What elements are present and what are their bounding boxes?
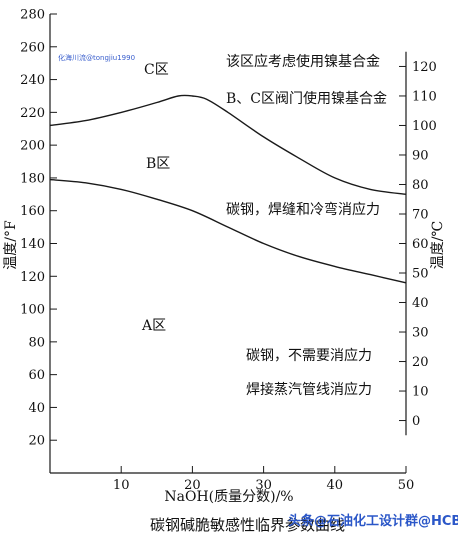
y-left-tick-label: 160 [20,204,45,219]
x-tick-label: 50 [398,478,415,493]
series-layer [49,94,407,284]
y-left-tick-label: 220 [20,106,45,121]
watermark-bottom-right: 头条@石油化工设计群@HCBBS [288,513,458,529]
upper-boundary-curve [49,94,407,195]
y-left-tick-label: 200 [20,139,45,154]
x-tick-label: 40 [327,478,344,493]
y-right-tick-label: 40 [412,296,429,311]
annotation-region-c-note: 该区应考虑使用镍基合金 [226,53,380,70]
lower-boundary-curve [49,178,407,284]
y-left-tick-label: 180 [20,171,45,186]
y-right-tick-label: 70 [412,207,429,222]
y-right-tick-label: 60 [412,237,429,252]
y-left-tick-label: 20 [28,434,45,449]
y-axis-right-title: 温度/℃ [430,221,446,269]
y-right-tick-label: 120 [412,60,437,75]
y-left-tick-label: 280 [20,8,45,23]
y-left-tick-label: 260 [20,40,45,55]
annotation-region-b: B区 [146,156,170,172]
y-left-tick-label: 80 [28,335,45,350]
y-left-tick-label: 40 [28,401,45,416]
x-axis-title: NaOH(质量分数)/% [164,489,293,505]
y-right-tick-label: 100 [412,119,437,134]
x-tick-label: 20 [184,478,201,493]
annotation-region-a-note1: 碳钢，不需要消应力 [246,347,372,364]
y-right-tick-label: 0 [412,414,420,429]
y-left-tick-label: 60 [28,368,45,383]
y-left-tick-label: 140 [20,237,45,252]
y-left-tick-label: 100 [20,303,45,318]
y-right-tick-label: 30 [412,326,429,341]
annotation-region-c: C区 [144,62,169,78]
y-right-tick-label: 80 [412,178,429,193]
y-left-tick-label: 240 [20,73,45,88]
watermark-top-left: 化海川流@tongjiu1990 [58,53,135,62]
y-axis-left-title: 温度/°F [3,220,19,270]
annotation-region-b-note: 碳钢，焊缝和冷弯消应力 [226,201,380,218]
x-tick-label: 10 [113,478,130,493]
y-left-tick-label: 120 [20,270,45,285]
chart-title: 碳钢碱脆敏感性临界参数曲线 [150,516,345,534]
y-right-tick-label: 90 [412,148,429,163]
x-tick-label: 30 [255,478,272,493]
annotation-region-bc-note: B、C区阀门使用镍基合金 [226,90,387,107]
y-right-tick-label: 10 [412,385,429,400]
ticks-layer: 2040608010012014016018020022024026028010… [20,8,437,494]
y-right-tick-label: 110 [412,89,437,104]
y-right-tick-label: 50 [412,267,429,282]
y-right-tick-label: 20 [412,355,429,370]
annotation-region-a: A区 [141,318,166,334]
annotation-region-a-note2: 焊接蒸汽管线消应力 [246,381,372,398]
